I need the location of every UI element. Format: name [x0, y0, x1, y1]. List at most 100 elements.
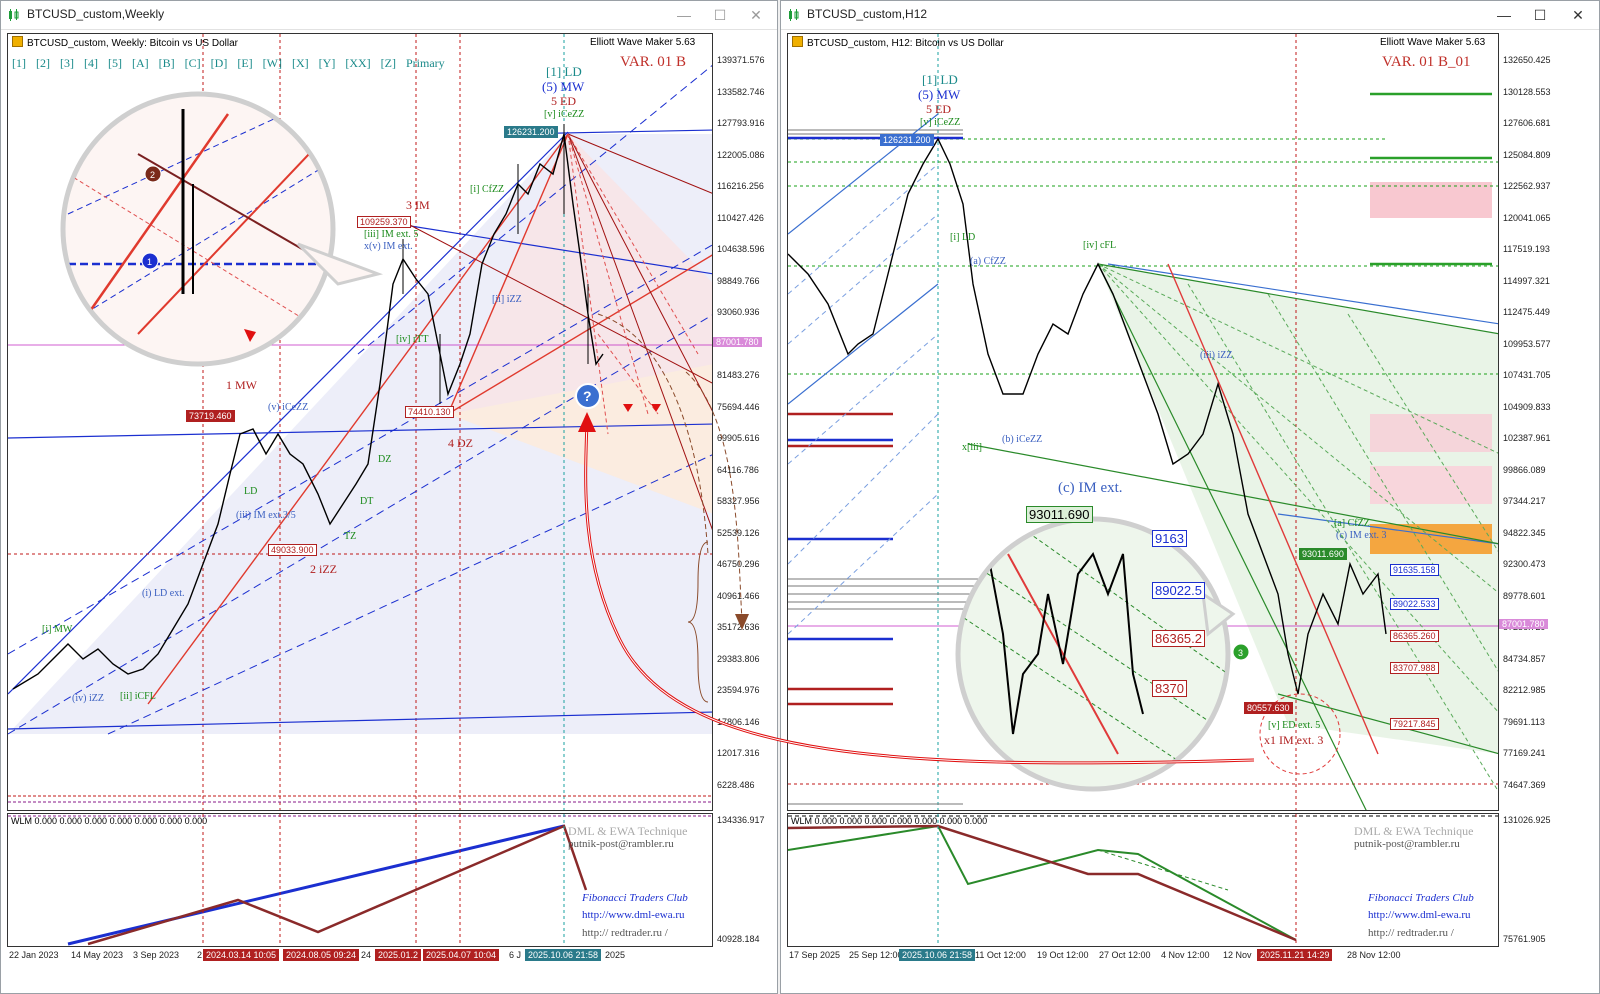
- price-tick: 133582.746: [717, 86, 765, 97]
- price-tick: 114997.321: [1503, 275, 1550, 286]
- wave-degree-buttons[interactable]: [1] [2] [3] [4] [5] [A] [B] [C] [D] [E] [W] [X] [Y] […: [12, 56, 455, 71]
- right-wlm-indicator[interactable]: WLM 0.000 0.000 0.000 0.000 0.000 0.000 …: [787, 813, 1499, 947]
- wave-btn-d[interactable]: [D]: [210, 56, 228, 70]
- weekly-price-chart[interactable]: 1 2 ? BTCUSD_custom, Weekly: Bitcoin vs …: [7, 33, 713, 811]
- price-tick: 69905.616: [717, 433, 760, 443]
- left-titlebar[interactable]: BTCUSD_custom,Weekly — ☐ ✕: [1, 1, 777, 30]
- wave-btn-c[interactable]: [C]: [184, 56, 201, 70]
- sub-tick: 75761.905: [1503, 934, 1546, 944]
- wave-label: (v) iCeZZ: [268, 402, 309, 413]
- left-price-axis[interactable]: 139371.576 133582.746 127793.916 122005.086…: [713, 33, 777, 811]
- wave-btn-primary[interactable]: Primary: [406, 56, 445, 70]
- price-box: 126231.200: [504, 126, 558, 138]
- h12-price-chart[interactable]: 3 BTCUSD_custom, H12: Bitcoin vs US Doll…: [787, 33, 1499, 811]
- credit-url1[interactable]: http://www.dml-ewa.ru: [1368, 909, 1471, 921]
- weekly-chart-canvas: 1 2 ?: [8, 34, 712, 810]
- close-button[interactable]: ✕: [750, 7, 762, 23]
- time-tick: 3 Sep 2023: [133, 950, 180, 960]
- right-time-axis[interactable]: 17 Sep 2025 25 Sep 12:00 2025.10.06 21:5…: [787, 947, 1499, 965]
- wave-btn-1[interactable]: [1]: [12, 56, 26, 70]
- zoom-price-box: 86365.2: [1152, 630, 1205, 647]
- price-tick: 127606.681: [1503, 118, 1551, 128]
- time-tick: 19 Oct 12:00: [1037, 950, 1089, 960]
- wave-label: LD: [244, 486, 258, 497]
- price-tick: 82212.985: [1503, 685, 1546, 695]
- credit-url2[interactable]: http:// redtrader.ru /: [1368, 927, 1454, 939]
- left-wlm-indicator[interactable]: WLM 0.000 0.000 0.000 0.000 0.000 0.000 …: [7, 813, 713, 947]
- wave-label: (5) MW: [542, 79, 585, 94]
- wlm-values: WLM 0.000 0.000 0.000 0.000 0.000 0.000 …: [791, 816, 988, 826]
- zoom-price-box: 9163: [1152, 530, 1187, 547]
- sub-tick: 40928.184: [717, 934, 760, 944]
- wave-btn-2[interactable]: [2]: [36, 56, 50, 70]
- time-tick: 4 Nov 12:00: [1161, 950, 1210, 960]
- time-tick: 28 Nov 12:00: [1347, 950, 1401, 960]
- minimize-button[interactable]: —: [1497, 7, 1511, 23]
- svg-text:1: 1: [147, 257, 152, 267]
- time-highlight: 2025.10.06 21:58: [525, 949, 602, 961]
- price-tick: 93060.936: [717, 307, 760, 317]
- wave-label: TZ: [344, 531, 357, 542]
- wave-btn-w[interactable]: [W]: [262, 56, 282, 70]
- wave-label: 4 DZ: [448, 436, 473, 450]
- wave-label: [ii] iCFL: [120, 691, 156, 702]
- price-tick: 127793.916: [717, 118, 765, 128]
- left-window-title: BTCUSD_custom,Weekly: [27, 7, 165, 21]
- wave-label: 5 ED: [551, 94, 576, 108]
- weekly-chart-window[interactable]: BTCUSD_custom,Weekly — ☐ ✕: [0, 0, 778, 994]
- time-highlight: 2024.03.14 10:05: [203, 949, 280, 961]
- wave-btn-y[interactable]: [Y]: [318, 56, 336, 70]
- wave-btn-z[interactable]: [Z]: [380, 56, 396, 70]
- time-tick: 2: [197, 950, 203, 960]
- price-tick: 109953.577: [1503, 338, 1551, 349]
- price-tick: 17806.146: [717, 716, 760, 727]
- wave-btn-3[interactable]: [3]: [60, 56, 74, 70]
- time-tick: 12 Nov: [1223, 950, 1252, 960]
- left-variant-label: VAR. 01 B: [620, 54, 686, 70]
- wave-label: [iv] cFL: [1083, 240, 1117, 251]
- price-tick: 117519.193: [1503, 244, 1550, 254]
- wave-label: [1] LD: [922, 72, 958, 87]
- credit-email: putnik-post@rambler.ru: [1354, 838, 1460, 850]
- right-header-text: BTCUSD_custom, H12: Bitcoin vs US Dollar: [807, 38, 1004, 49]
- wave-label: (iv) iZZ: [72, 693, 104, 704]
- symbol-icon: [792, 36, 803, 47]
- minimize-button[interactable]: —: [677, 7, 691, 23]
- wave-btn-xx[interactable]: [XX]: [345, 56, 371, 70]
- time-tick: 14 May 2023: [71, 950, 124, 960]
- maximize-button[interactable]: ☐: [713, 7, 727, 23]
- wave-label: [i] CfZZ: [470, 184, 505, 195]
- wave-btn-5[interactable]: [5]: [108, 56, 122, 70]
- credit-url2[interactable]: http:// redtrader.ru /: [582, 927, 668, 939]
- price-tick: 125084.809: [1503, 149, 1551, 160]
- price-box: 93011.690: [1299, 548, 1347, 560]
- wave-label: [v] iCeZZ: [920, 117, 961, 128]
- wave-btn-e[interactable]: [E]: [237, 56, 253, 70]
- time-highlight: 2025.10.06 21:58: [899, 949, 976, 961]
- right-sub-axis: 131026.925 75761.905: [1499, 813, 1599, 947]
- wave-label: (a) CfZZ: [970, 256, 1006, 267]
- svg-text:2: 2: [150, 170, 155, 180]
- time-highlight: 2025.11.21 14:29: [1257, 949, 1333, 961]
- left-sub-axis: 134336.917 40928.184: [713, 813, 777, 947]
- wave-btn-b[interactable]: [B]: [158, 56, 175, 70]
- wave-btn-4[interactable]: [4]: [84, 56, 98, 70]
- left-time-axis[interactable]: 22 Jan 2023 14 May 2023 3 Sep 2023 2 202…: [7, 947, 713, 965]
- credit-url1[interactable]: http://www.dml-ewa.ru: [582, 909, 685, 921]
- price-tick: 122562.937: [1503, 181, 1551, 191]
- wave-btn-x[interactable]: [X]: [292, 56, 309, 70]
- right-titlebar[interactable]: BTCUSD_custom,H12 — ☐ ✕: [781, 1, 1599, 30]
- time-highlight: 2024.08.05 09:24: [283, 949, 360, 961]
- zoom-price-box: 89022.5: [1152, 582, 1205, 599]
- price-tick: 116216.256: [717, 181, 764, 191]
- wave-label: [i] MW: [42, 624, 73, 635]
- time-tick: 25 Sep 12:00: [849, 950, 903, 960]
- close-button[interactable]: ✕: [1572, 7, 1584, 23]
- h12-chart-window[interactable]: BTCUSD_custom,H12 — ☐ ✕: [780, 0, 1600, 994]
- time-tick: 27 Oct 12:00: [1099, 950, 1151, 960]
- maximize-button[interactable]: ☐: [1533, 7, 1547, 23]
- wave-btn-a[interactable]: [A]: [132, 56, 149, 70]
- time-tick: 24: [361, 950, 372, 960]
- right-price-axis[interactable]: 132650.425 130128.553 127606.681 125084.809…: [1499, 33, 1599, 811]
- price-tick: 102387.961: [1503, 433, 1551, 443]
